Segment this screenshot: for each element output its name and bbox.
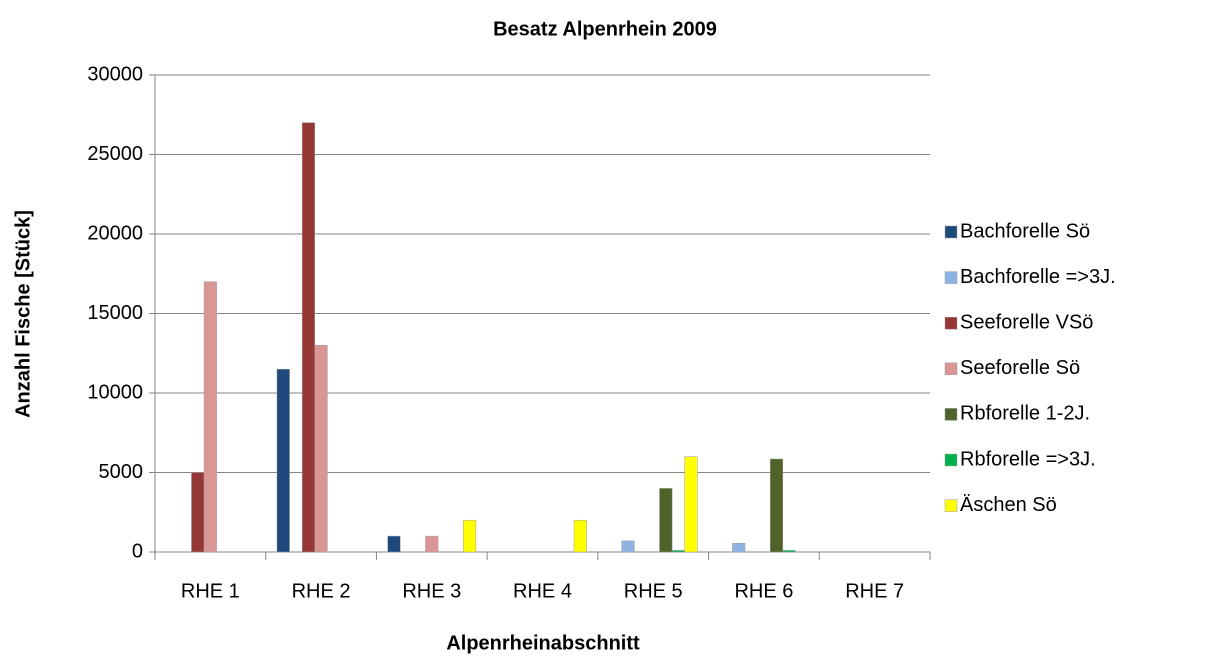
y-tick-label: 0 [132,540,143,562]
bar [301,122,316,553]
y-tick-label: 25000 [87,143,143,165]
y-tick-label: 30000 [87,63,143,85]
x-tick-label: RHE 1 [181,580,240,602]
bar [314,345,328,553]
x-tick-label: RHE 7 [845,580,904,602]
y-tick-label: 5000 [99,461,144,483]
bar [659,488,673,553]
legend-key [944,408,958,421]
legend-key [944,225,958,239]
y-tick-label: 15000 [87,302,143,324]
x-tick-label: RHE 4 [513,580,572,602]
x-tick-label: RHE 2 [292,580,351,602]
bar [425,535,439,553]
legend-label: Bachforelle Sö [960,220,1090,242]
legend-key [944,499,958,512]
bar [732,543,746,553]
bar [573,519,587,553]
bar [191,472,205,553]
bar [203,281,217,553]
x-tick-label: RHE 5 [624,580,683,602]
y-tick-label: 10000 [87,381,143,403]
legend-key [944,316,958,330]
bar [782,550,796,553]
legend-label: Seeforelle VSö [960,311,1093,333]
bar [671,550,685,553]
legend-label: Seeforelle Sö [960,357,1080,379]
bar [387,535,401,553]
legend-key [944,362,958,376]
y-tick-label: 20000 [87,222,143,244]
legend-label: Rbforelle 1-2J. [960,403,1090,425]
chart-title: Besatz Alpenrhein 2009 [493,18,717,40]
bar [463,519,477,553]
x-tick-label: RHE 3 [402,580,461,602]
legend-label: Rbforelle =>3J. [960,448,1096,470]
bar [684,456,698,553]
y-axis-title: Anzahl Fische [Stück] [12,210,34,418]
x-axis-title: Alpenrheinabschnitt [446,632,640,654]
legend-label: Bachforelle =>3J. [960,266,1116,288]
bar [276,368,290,553]
x-tick-label: RHE 6 [734,580,793,602]
bar [769,458,784,553]
bar [621,540,635,553]
legend-key [944,271,958,284]
legend-label: Äschen Sö [960,494,1057,516]
legend-key [944,453,958,467]
